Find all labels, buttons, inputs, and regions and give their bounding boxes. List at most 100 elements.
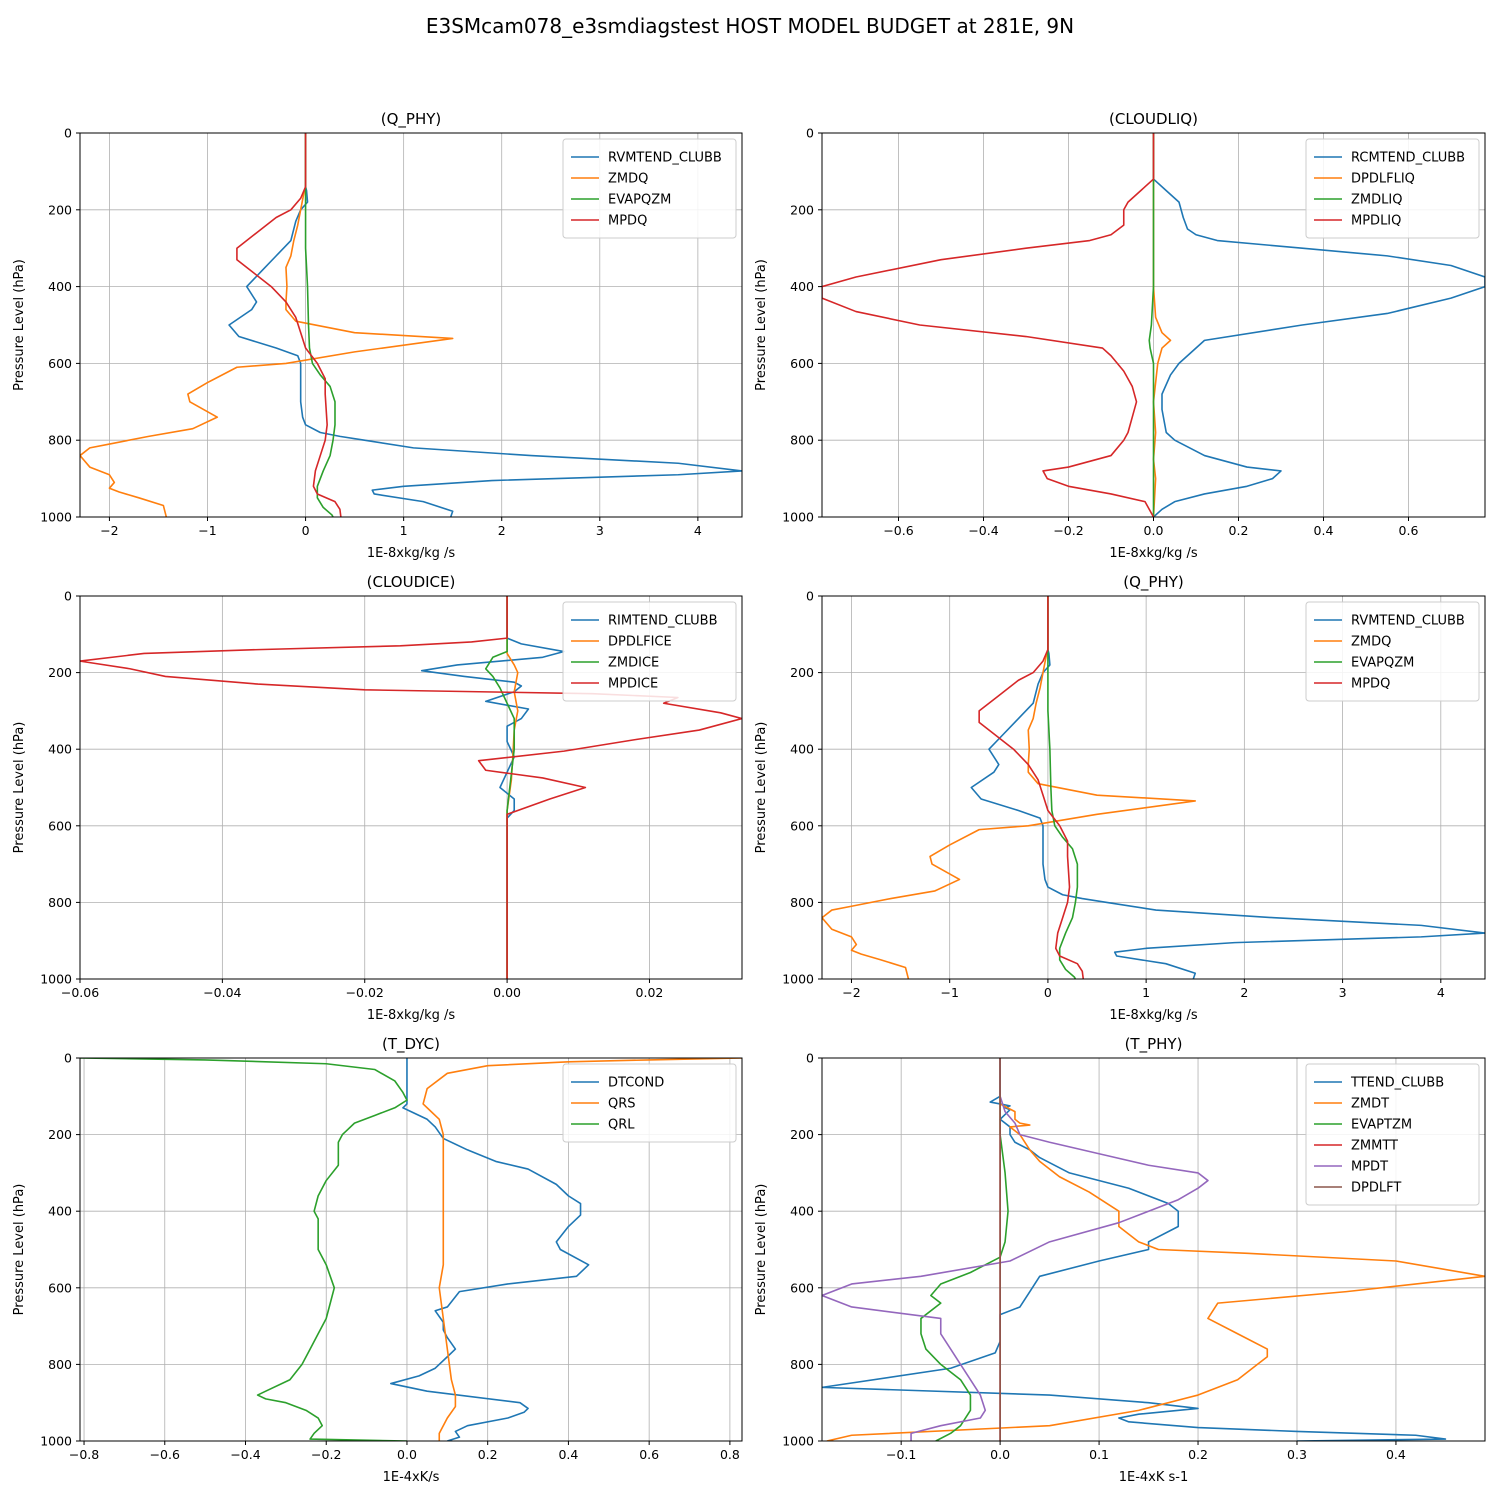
legend-entry-label: MPDT: [1351, 1160, 1388, 1175]
legend-entry-label: ZMDLIQ: [1351, 193, 1402, 208]
x-tick-label: 0.0: [397, 1447, 417, 1462]
legend-entry-label: EVAPTZM: [1351, 1118, 1412, 1133]
x-tick-label: 0.1: [1089, 1447, 1109, 1462]
y-tick-label: 400: [790, 279, 814, 294]
series-line-mpdt: [822, 1058, 1209, 1441]
y-tick-label: 200: [790, 1127, 814, 1142]
x-tick-label: −0.6: [150, 1447, 180, 1462]
x-tick-label: 0.6: [1399, 523, 1419, 538]
x-tick-label: 0.02: [636, 985, 664, 1000]
y-tick-label: 200: [48, 665, 72, 680]
x-tick-label: −0.02: [346, 985, 384, 1000]
subplot-title: (T_DYC): [382, 1035, 440, 1054]
x-tick-label: −0.1: [886, 1447, 916, 1462]
legend-entry-label: DPDLFT: [1351, 1181, 1401, 1196]
x-tick-label: 0.00: [493, 985, 521, 1000]
x-tick-label: −0.2: [1053, 523, 1083, 538]
axes-frame: [821, 1057, 1486, 1442]
y-tick-label: 200: [790, 202, 814, 217]
legend: RCMTEND_CLUBB DPDLFLIQ ZMDLIQ MPDLIQ: [1305, 138, 1480, 239]
legend-entry-label: ZMDQ: [608, 172, 648, 187]
x-tick-label: 0.0: [1144, 523, 1164, 538]
x-tick-label: 0.2: [1188, 1447, 1208, 1462]
subplot-title: (CLOUDICE): [367, 573, 456, 591]
legend-entry-label: ZMDQ: [1351, 635, 1391, 650]
subplot-4: −2 −1 0 1 2 3 4 0 200 400 600 800 1000 (Q_PHY) 1E-8xkg…: [754, 573, 1486, 1023]
y-tick-label: 800: [790, 433, 814, 448]
x-axis-label: 1E-4xK s-1: [1119, 1470, 1189, 1485]
axes-frame: [79, 132, 743, 518]
y-tick-label: 0: [64, 589, 72, 604]
legend-entry-label: DPDLFLIQ: [1351, 172, 1415, 187]
legend-entry-label: ZMDT: [1351, 1097, 1389, 1112]
legend: RIMTEND_CLUBB DPDLFICE ZMDICE MPDICE: [562, 601, 737, 702]
x-tick-label: 0.2: [1229, 523, 1249, 538]
legend-entry-label: TTEND_CLUBB: [1350, 1076, 1444, 1091]
y-tick-label: 800: [790, 895, 814, 910]
x-tick-label: −0.2: [311, 1447, 341, 1462]
x-tick-label: 1: [1142, 985, 1150, 1000]
legend-box: [1305, 601, 1480, 702]
legend-entry-label: ZMDICE: [608, 656, 659, 671]
subplot-2: −0.6 −0.4 −0.2 0.0 0.2 0.4 0.6 0 200 400 600 800 100…: [754, 110, 1486, 561]
legend-box: [562, 1063, 737, 1143]
series-group: [822, 1058, 1485, 1441]
y-tick-label: 400: [790, 742, 814, 757]
y-tick-label: 600: [48, 818, 72, 833]
x-axis-label: 1E-8xkg/kg /s: [367, 546, 456, 561]
legend-entry-label: QRL: [608, 1118, 635, 1133]
x-tick-label: 0.6: [639, 1447, 659, 1462]
x-tick-label: 3: [596, 523, 604, 538]
subplot-5: −0.8 −0.6 −0.4 −0.2 0.0 0.2 0.4 0.6 0.8 0 200 400 60…: [12, 1035, 743, 1485]
legend-entry-label: RVMTEND_CLUBB: [608, 151, 722, 166]
x-tick-label: −0.8: [69, 1447, 99, 1462]
y-axis-label: Pressure Level (hPa): [12, 722, 27, 854]
legend-entry-label: RCMTEND_CLUBB: [1351, 151, 1465, 166]
y-tick-label: 600: [48, 356, 72, 371]
series-line-ttend_clubb: [822, 1058, 1447, 1441]
legend-entry-label: RVMTEND_CLUBB: [1351, 614, 1465, 629]
legend-entry-label: QRS: [608, 1097, 636, 1112]
legend-entry-label: DPDLFICE: [608, 635, 672, 650]
legend-entry-label: MPDQ: [1351, 677, 1390, 692]
series-line-mpdq: [236, 133, 342, 517]
legend-entry-label: EVAPQZM: [608, 193, 671, 208]
series-group: [822, 133, 1485, 517]
legend-entry-label: ZMMTT: [1351, 1139, 1398, 1154]
x-tick-label: −2: [100, 523, 118, 538]
x-tick-label: 0.4: [1314, 523, 1334, 538]
x-tick-label: 1: [400, 523, 408, 538]
y-axis-label: Pressure Level (hPa): [754, 259, 769, 391]
x-axis-label: 1E-8xkg/kg /s: [1109, 1008, 1198, 1023]
series-line-zmdt: [826, 1058, 1485, 1441]
x-tick-label: −0.06: [61, 985, 99, 1000]
y-tick-label: 0: [806, 1051, 814, 1066]
y-tick-label: 0: [64, 1051, 72, 1066]
x-tick-label: 0: [1044, 985, 1052, 1000]
y-tick-label: 800: [48, 895, 72, 910]
x-axis-label: 1E-4xK/s: [383, 1470, 440, 1485]
y-tick-label: 200: [790, 665, 814, 680]
x-tick-label: −0.4: [230, 1447, 260, 1462]
subplot-3: −0.06 −0.04 −0.02 0.00 0.02 0 200 400 600 800 1000…: [12, 573, 743, 1023]
x-tick-label: −1: [940, 985, 958, 1000]
x-tick-label: 0: [302, 523, 310, 538]
y-tick-label: 200: [48, 202, 72, 217]
series-group: [80, 133, 742, 517]
y-tick-label: 0: [64, 126, 72, 141]
y-axis-label: Pressure Level (hPa): [12, 1184, 27, 1316]
legend: RVMTEND_CLUBB ZMDQ EVAPQZM MPDQ: [562, 138, 737, 239]
series-line-dpdlfliq: [1152, 133, 1172, 517]
x-tick-label: 0.8: [720, 1447, 740, 1462]
y-tick-label: 0: [806, 126, 814, 141]
series-line-dpdlfice: [506, 596, 519, 979]
legend-box: [562, 138, 737, 239]
series-line-dtcond: [390, 1058, 590, 1441]
y-tick-label: 1000: [782, 972, 814, 987]
x-tick-label: −0.4: [968, 523, 998, 538]
x-tick-label: 4: [1437, 985, 1445, 1000]
subplot-title: (Q_PHY): [1123, 573, 1184, 592]
y-tick-label: 400: [790, 1204, 814, 1219]
